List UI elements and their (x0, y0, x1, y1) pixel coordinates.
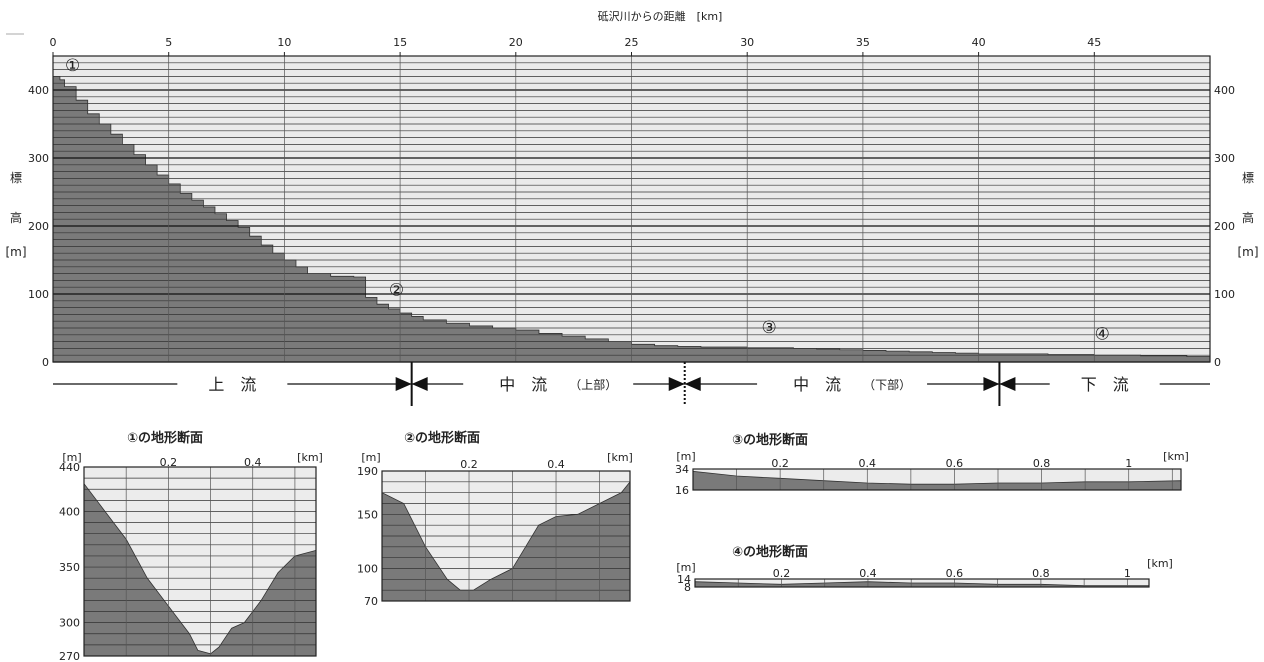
zone-label-bg (463, 372, 634, 396)
inset4-x-tick-label: 0.2 (773, 567, 791, 580)
main-point-marker-2: ② (389, 280, 404, 300)
main-x-tick-label: 0 (50, 36, 57, 49)
main-ylabel-left-3: [m] (5, 245, 26, 259)
inset4-ylabel: [m] (676, 561, 695, 574)
inset3-y-tick-label: 16 (675, 484, 689, 497)
inset4-y-tick-label: 14 (677, 573, 691, 586)
inset3-title: ③の地形断面 (732, 432, 808, 448)
main-y-tick-label: 400 (28, 84, 49, 97)
inset4-x-tick-label: 0.8 (1032, 567, 1050, 580)
main-y-tick-label-right: 100 (1214, 288, 1235, 301)
inset1-y-tick-label: 400 (59, 505, 80, 518)
zone-arrow-right (395, 377, 412, 391)
main-x-tick-label: 35 (856, 36, 870, 49)
inset4-title: ④の地形断面 (732, 544, 808, 560)
main-y-tick-label: 300 (28, 152, 49, 165)
main-y-tick-label: 0 (42, 356, 49, 369)
inset1-y-tick-label: 300 (59, 617, 80, 630)
main-elevation-area (52, 76, 1211, 363)
inset2-title: ②の地形断面 (404, 430, 480, 446)
inset1-x-tick-label: 0.4 (244, 456, 262, 469)
inset2-y-tick-label: 70 (364, 595, 378, 608)
main-y-tick-label: 200 (28, 220, 49, 233)
main-ylabel-right-3: [m] (1237, 245, 1258, 259)
inset1-title: ①の地形断面 (127, 430, 203, 446)
inset2-y-tick-label: 100 (357, 563, 378, 576)
inset2-y-tick-label: 150 (357, 508, 378, 521)
inset3-xlabel: [km] (1163, 450, 1189, 463)
main-point-marker-3: ③ (761, 318, 776, 338)
main-ylabel-right-1: 標 (1242, 171, 1254, 185)
inset4-x-tick-label: 1 (1124, 567, 1131, 580)
zone-label-4: 下 流 (1081, 375, 1129, 394)
main-y-tick-label: 100 (28, 288, 49, 301)
inset3-x-tick-label: 0.2 (771, 457, 789, 470)
inset2-xlabel: [km] (607, 451, 633, 464)
inset4-x-tick-label: 0.6 (946, 567, 964, 580)
inset3-y-tick-label: 34 (675, 463, 689, 476)
inset1-frame (83, 466, 317, 657)
main-point-marker-4: ④ (1095, 325, 1110, 345)
zone-arrow-right (668, 377, 685, 391)
main-y-tick-label-right: 0 (1214, 356, 1221, 369)
zone-label-3: 中 流 (793, 375, 841, 394)
inset1-y-tick-label: 350 (59, 561, 80, 574)
zone-sublabel-2: （上部） (569, 377, 617, 392)
inset1-elevation-area (83, 482, 317, 657)
inset2-ylabel: [m] (361, 451, 380, 464)
main-ylabel-left-1: 標 (10, 171, 22, 185)
inset4-frame (694, 578, 1150, 588)
inset3-x-tick-label: 0.8 (1033, 457, 1051, 470)
inset3-frame (692, 468, 1182, 491)
main-x-tick-label: 10 (277, 36, 291, 49)
main-point-marker-1: ① (65, 56, 80, 76)
zone-label-2: 中 流 (499, 375, 547, 394)
main-x-tick-label: 20 (509, 36, 523, 49)
main-y-tick-label-right: 200 (1214, 220, 1235, 233)
main-x-tick-label: 30 (740, 36, 754, 49)
zone-arrow-left (999, 377, 1016, 391)
inset1-x-tick-label: 0.2 (160, 456, 178, 469)
inset4-x-tick-label: 0.4 (859, 567, 877, 580)
main-x-tick-label: 40 (972, 36, 986, 49)
zone-arrow-right (983, 377, 1000, 391)
main-x-tick-label: 45 (1087, 36, 1101, 49)
inset1-y-tick-label: 270 (59, 650, 80, 662)
zone-sublabel-3: （下部） (863, 377, 911, 392)
main-x-tick-label: 5 (165, 36, 172, 49)
inset2-frame (381, 470, 631, 602)
zone-label-bg (757, 372, 928, 396)
zone-label-bg (1049, 372, 1160, 396)
inset1-ylabel: [m] (62, 451, 81, 464)
inset3-x-tick-label: 0.4 (859, 457, 877, 470)
main-ylabel-left-2: 高 (10, 210, 22, 225)
inset2-y-tick-label: 190 (357, 465, 378, 478)
inset3-ylabel: [m] (676, 450, 695, 463)
main-xlabel: 砥沢川からの距離 [km] (598, 9, 723, 23)
main-ylabel-right-2: 高 (1242, 210, 1254, 225)
inset3-x-tick-label: 1 (1125, 457, 1132, 470)
inset4-y-tick-label: 8 (684, 581, 691, 594)
main-x-tick-label: 25 (625, 36, 639, 49)
inset2-x-tick-label: 0.4 (547, 458, 565, 471)
inset4-elevation-area (694, 581, 1150, 588)
zone-arrow-left (411, 377, 428, 391)
inset3-x-tick-label: 0.6 (946, 457, 964, 470)
main-x-tick-label: 15 (393, 36, 407, 49)
main-y-tick-label-right: 400 (1214, 84, 1235, 97)
main-y-tick-label-right: 300 (1214, 152, 1235, 165)
zone-label-1: 上 流 (208, 375, 256, 394)
inset1-xlabel: [km] (297, 451, 323, 464)
inset2-x-tick-label: 0.2 (460, 458, 478, 471)
zone-arrow-left (684, 377, 701, 391)
inset4-xlabel: [km] (1147, 557, 1173, 570)
zone-label-bg (177, 372, 288, 396)
inset1-y-tick-label: 440 (59, 461, 80, 474)
